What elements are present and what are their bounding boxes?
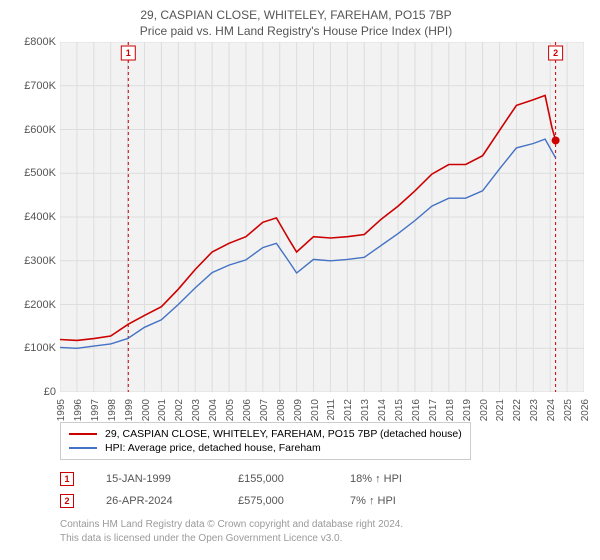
svg-text:2: 2 — [553, 48, 558, 58]
y-tick-label: £0 — [44, 386, 56, 398]
x-tick-label: 2011 — [326, 399, 337, 421]
credit-text: Contains HM Land Registry data © Crown c… — [60, 518, 584, 545]
marker-badge: 1 — [60, 472, 74, 486]
legend-row-address: 29, CASPIAN CLOSE, WHITELEY, FAREHAM, PO… — [69, 427, 462, 441]
x-tick-label: 1997 — [90, 399, 101, 421]
marker-row: 2 26-APR-2024 £575,000 7% ↑ HPI — [60, 490, 584, 512]
chart-subtitle: Price paid vs. HM Land Registry's House … — [8, 24, 584, 38]
x-tick-label: 2026 — [580, 399, 591, 421]
x-tick-label: 2025 — [563, 399, 574, 421]
marker-table: 1 15-JAN-1999 £155,000 18% ↑ HPI 2 26-APR-202… — [60, 468, 584, 512]
x-tick-label: 2014 — [377, 399, 388, 421]
y-tick-label: £100K — [24, 342, 56, 354]
x-tick-label: 2009 — [293, 399, 304, 421]
chart-titles: 29, CASPIAN CLOSE, WHITELEY, FAREHAM, PO… — [8, 8, 584, 38]
x-tick-label: 2024 — [546, 399, 557, 421]
y-tick-label: £600K — [24, 124, 56, 136]
marker-price: £155,000 — [238, 473, 318, 485]
y-tick-label: £300K — [24, 255, 56, 267]
credit-line-2: This data is licensed under the Open Gov… — [60, 532, 584, 546]
line-chart-svg: 12 — [60, 42, 584, 392]
marker-badge: 2 — [60, 494, 74, 508]
x-tick-label: 2023 — [529, 399, 540, 421]
marker-date: 15-JAN-1999 — [106, 473, 206, 485]
y-tick-label: £200K — [24, 299, 56, 311]
x-tick-label: 1995 — [56, 399, 67, 421]
chart-title-address: 29, CASPIAN CLOSE, WHITELEY, FAREHAM, PO… — [8, 8, 584, 22]
credit-line-1: Contains HM Land Registry data © Crown c… — [60, 518, 584, 532]
x-tick-label: 2016 — [411, 399, 422, 421]
legend-box: 29, CASPIAN CLOSE, WHITELEY, FAREHAM, PO… — [60, 422, 471, 460]
x-tick-label: 2017 — [428, 399, 439, 421]
x-tick-label: 2005 — [225, 399, 236, 421]
x-tick-label: 2012 — [343, 399, 354, 421]
x-tick-label: 1999 — [124, 399, 135, 421]
y-axis: £0£100K£200K£300K£400K£500K£600K£700K£80… — [8, 42, 60, 392]
x-tick-label: 2020 — [479, 399, 490, 421]
x-tick-label: 2010 — [310, 399, 321, 421]
x-tick-label: 2004 — [208, 399, 219, 421]
y-tick-label: £700K — [24, 80, 56, 92]
legend-block: 29, CASPIAN CLOSE, WHITELEY, FAREHAM, PO… — [60, 422, 584, 545]
marker-pct: 18% ↑ HPI — [350, 473, 402, 485]
x-tick-label: 2001 — [157, 399, 168, 421]
legend-label-address: 29, CASPIAN CLOSE, WHITELEY, FAREHAM, PO… — [105, 428, 462, 440]
x-tick-label: 2021 — [495, 399, 506, 421]
x-tick-label: 2006 — [242, 399, 253, 421]
marker-pct: 7% ↑ HPI — [350, 495, 396, 507]
x-tick-label: 1998 — [107, 399, 118, 421]
legend-label-hpi: HPI: Average price, detached house, Fare… — [105, 442, 321, 454]
x-tick-label: 2008 — [276, 399, 287, 421]
legend-swatch-address — [69, 433, 97, 435]
x-tick-label: 2007 — [259, 399, 270, 421]
marker-date: 26-APR-2024 — [106, 495, 206, 507]
x-tick-label: 2022 — [512, 399, 523, 421]
x-tick-label: 2013 — [360, 399, 371, 421]
plot-area: £0£100K£200K£300K£400K£500K£600K£700K£80… — [8, 42, 584, 412]
x-axis: 1995199619971998199920002001200220032004… — [60, 392, 584, 412]
x-tick-label: 2018 — [445, 399, 456, 421]
legend-row-hpi: HPI: Average price, detached house, Fare… — [69, 441, 462, 455]
y-tick-label: £500K — [24, 167, 56, 179]
y-tick-label: £800K — [24, 36, 56, 48]
x-tick-label: 2015 — [394, 399, 405, 421]
x-tick-label: 1996 — [73, 399, 84, 421]
legend-swatch-hpi — [69, 447, 97, 449]
x-tick-label: 2019 — [462, 399, 473, 421]
x-tick-label: 2000 — [141, 399, 152, 421]
svg-text:1: 1 — [126, 48, 131, 58]
y-tick-label: £400K — [24, 211, 56, 223]
marker-price: £575,000 — [238, 495, 318, 507]
x-tick-label: 2002 — [174, 399, 185, 421]
x-tick-label: 2003 — [191, 399, 202, 421]
marker-row: 1 15-JAN-1999 £155,000 18% ↑ HPI — [60, 468, 584, 490]
chart-container: 29, CASPIAN CLOSE, WHITELEY, FAREHAM, PO… — [0, 0, 600, 560]
